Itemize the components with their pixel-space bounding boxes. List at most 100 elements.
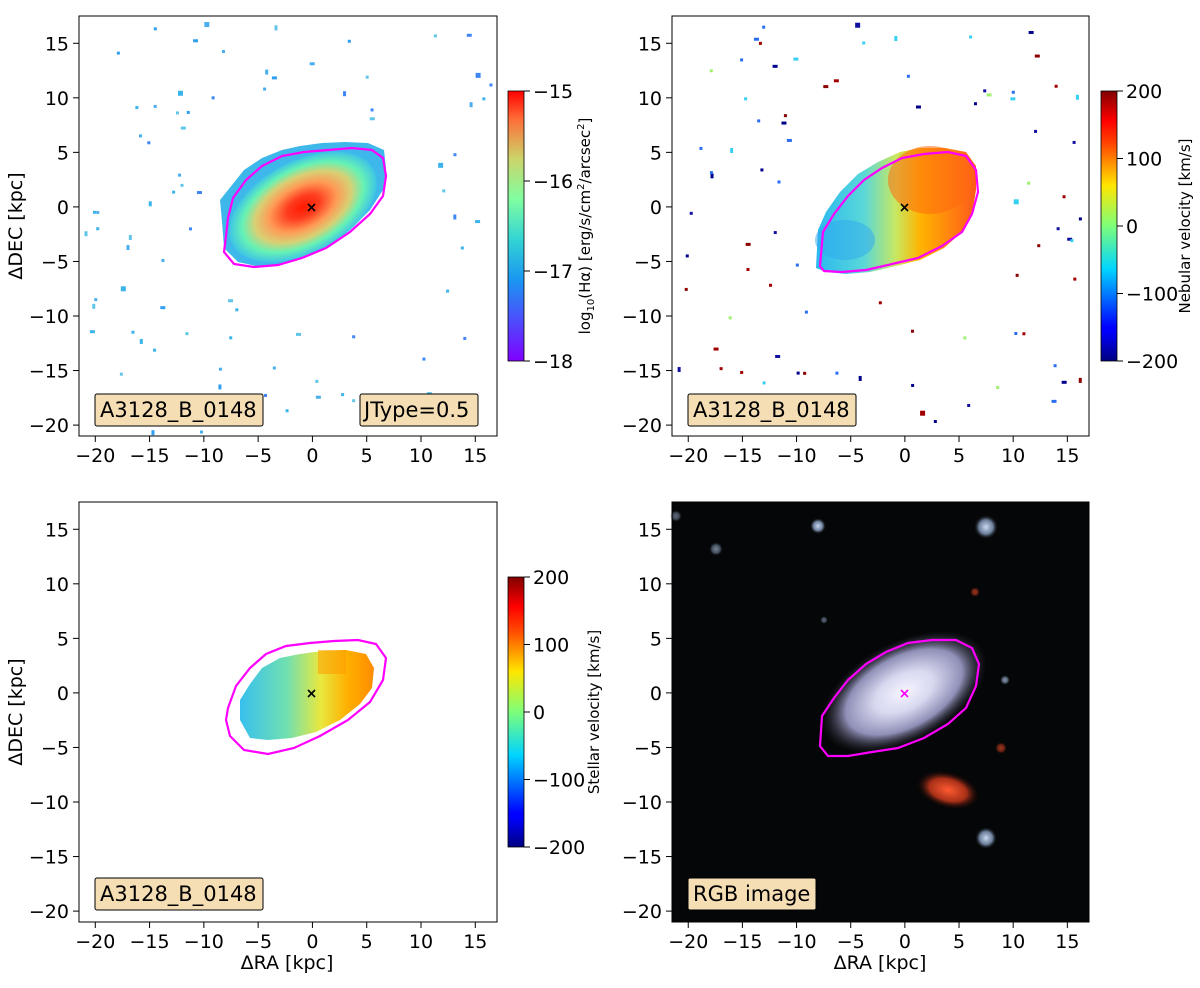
x-tick-label: 0 — [899, 931, 911, 953]
colorbar-tick-label: 200 — [533, 567, 569, 589]
noise-pixel — [446, 289, 450, 293]
star — [820, 616, 828, 624]
x-tick-label: −20 — [668, 445, 708, 467]
noise-pixel — [719, 367, 723, 371]
noise-pixel — [126, 245, 130, 251]
x-tick-label: −15 — [130, 931, 170, 953]
noise-pixel — [786, 138, 792, 142]
y-tick-label: 15 — [45, 519, 69, 541]
noise-pixel — [910, 329, 914, 333]
y-tick-label: 15 — [638, 519, 662, 541]
noise-pixel — [453, 214, 457, 220]
noise-pixel — [1056, 227, 1060, 231]
y-tick-label: −5 — [634, 251, 662, 273]
noise-pixel — [309, 62, 315, 66]
contour — [818, 638, 981, 758]
noise-pixel — [218, 384, 222, 390]
colorbar-tick-label: 100 — [533, 635, 569, 657]
x-tick-label: 5 — [953, 931, 965, 953]
center-marker — [900, 689, 909, 698]
y-tick-label: −20 — [622, 901, 662, 923]
axis-ticks: −20 −15 −10 −5 0 5 10 15 −20 −15 −10 −5 0 5 10 15 — [622, 519, 1080, 953]
colorbar-tick-label: −100 — [1126, 284, 1178, 306]
xlabel: ΔRA [kpc] — [834, 952, 927, 974]
center-marker — [307, 689, 316, 698]
noise-pixel — [1075, 94, 1079, 100]
y-tick-label: 10 — [638, 88, 662, 110]
x-tick-label: −10 — [777, 445, 817, 467]
noise-pixel — [1073, 277, 1077, 281]
noise-pixel — [858, 375, 862, 381]
x-tick-label: 15 — [463, 445, 487, 467]
noise-pixel — [341, 393, 345, 397]
noise-pixel — [466, 33, 472, 37]
noise-pixel — [196, 191, 202, 195]
noise-pixel — [769, 283, 773, 287]
y-tick-label: −15 — [622, 361, 662, 383]
colorbar-tick-label: 0 — [1126, 216, 1138, 238]
tag-id: A3128_B_0148 — [687, 393, 857, 427]
noise-pixel — [783, 114, 787, 118]
noise-pixel — [878, 301, 882, 305]
noise-pixel — [180, 183, 184, 187]
y-tick-label: 10 — [638, 574, 662, 596]
noise-pixel — [740, 370, 744, 374]
y-tick-label: 0 — [650, 197, 662, 219]
noise-pixel — [803, 371, 807, 375]
noise-pixel — [343, 91, 347, 97]
star — [974, 515, 998, 539]
noise-pixel — [172, 190, 176, 194]
noise-pixel — [906, 74, 910, 78]
noise-pixel — [983, 89, 987, 93]
y-tick-label: −10 — [622, 306, 662, 328]
noise-pixel — [744, 97, 748, 101]
noise-pixel — [178, 90, 184, 96]
panel-rgb-image: −20 −15 −10 −5 0 5 10 15 −20 −15 −10 −5 0 5 10 15 RGB i… — [622, 501, 1090, 953]
x-tick-label: −5 — [244, 445, 272, 467]
y-tick-label: −5 — [634, 737, 662, 759]
noise-pixel — [933, 420, 937, 424]
tag-label: RGB image — [693, 882, 810, 906]
x-tick-label: 10 — [1001, 931, 1025, 953]
noise-pixel — [175, 111, 179, 115]
noise-pixel — [775, 354, 781, 358]
noise-pixel — [475, 220, 481, 224]
noise-pixel — [160, 306, 166, 310]
noise-pixel — [186, 110, 190, 114]
tag-id: A3128_B_0148 — [94, 877, 264, 911]
noise-pixel — [96, 227, 100, 231]
noise-pixel — [264, 393, 268, 397]
noise-pixel — [469, 102, 473, 108]
noise-pixel — [1034, 54, 1040, 58]
noise-pixel — [147, 141, 151, 145]
noise-pixel — [709, 69, 713, 73]
tag-label: A3128_B_0148 — [693, 398, 850, 423]
noise-pixel — [199, 430, 203, 434]
noise-pixel — [463, 336, 467, 340]
noise-pixel — [1078, 217, 1082, 221]
contour — [224, 638, 388, 756]
noise-pixel — [422, 357, 426, 361]
noise-pixel — [161, 259, 165, 263]
noise-pixel — [795, 263, 799, 267]
noise-pixel — [235, 308, 239, 312]
noise-pixel — [911, 383, 915, 387]
noise-pixel — [728, 316, 732, 320]
noise-pixel — [153, 104, 157, 108]
noise-pixel — [178, 173, 182, 177]
center-marker — [900, 203, 909, 212]
noise-pixel — [753, 37, 759, 41]
noise-pixel — [180, 126, 186, 130]
noise-pixel — [762, 25, 766, 29]
noise-pixel — [1013, 199, 1019, 205]
tag-jtype: JType=0.5 — [359, 393, 479, 427]
axes-frame — [671, 501, 1090, 923]
noise-pixel — [1015, 273, 1019, 277]
noise-pixel — [482, 97, 486, 101]
noise-pixel — [119, 372, 123, 376]
noise-pixel — [772, 64, 778, 68]
tag-label: A3128_B_0148 — [100, 882, 257, 907]
noise-pixel — [1054, 84, 1058, 88]
noise-pixel — [685, 254, 689, 258]
